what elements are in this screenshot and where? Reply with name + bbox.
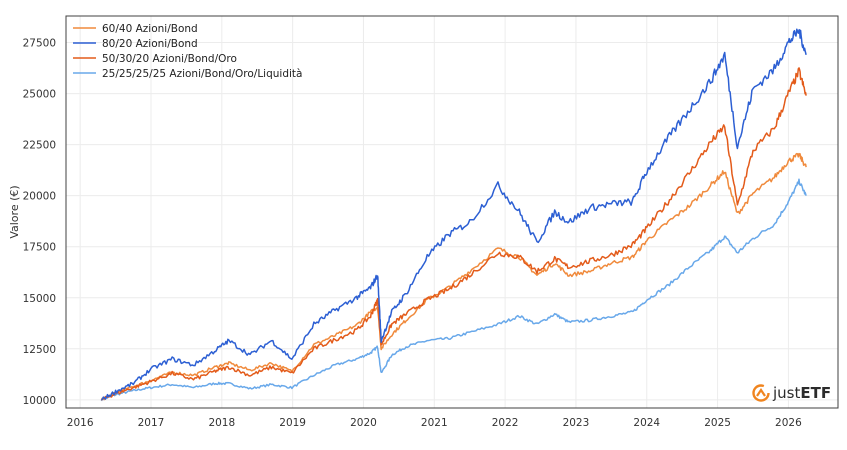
legend-label: 50/30/20 Azioni/Bond/Oro [102,53,237,65]
x-tick-label: 2022 [492,417,519,429]
x-tick-label: 2025 [704,417,731,429]
series-line-2 [100,67,807,401]
y-tick-label: 20000 [23,191,56,203]
y-tick-label: 27500 [23,38,56,50]
legend: 60/40 Azioni/Bond 80/20 Azioni/Bond 50/30/… [73,23,302,80]
y-tick-label: 25000 [23,89,56,101]
legend-label: 25/25/25/25 Azioni/Bond/Oro/Liquidità [102,68,302,80]
x-tick-label: 2023 [563,417,590,429]
grid [66,16,838,408]
x-tick-label: 2021 [421,417,448,429]
series-lines [100,28,807,402]
series-line-0 [100,152,807,401]
y-tick-label: 10000 [23,395,56,407]
x-tick-label: 2017 [138,417,165,429]
y-axis-ticks: 10000 12500 15000 17500 20000 22500 25000 27500 [23,38,56,407]
legend-label: 60/40 Azioni/Bond [102,23,198,35]
logo-text-etf: ETF [800,384,831,402]
x-tick-label: 2026 [775,417,802,429]
logo-text-just: just [772,384,800,402]
y-tick-label: 15000 [23,293,56,305]
y-tick-label: 12500 [23,344,56,356]
series-line-1 [101,28,807,401]
logo-ring-icon [752,384,770,402]
series-line-3 [100,178,807,402]
x-tick-label: 2019 [279,417,306,429]
legend-label: 80/20 Azioni/Bond [102,38,198,50]
justetf-logo: justETF [752,384,831,402]
x-tick-label: 2020 [350,417,377,429]
plot-frame [65,15,839,409]
logo-arrow-icon [756,388,766,397]
x-tick-label: 2018 [208,417,235,429]
svg-text:justETF: justETF [772,384,831,402]
y-tick-label: 17500 [23,242,56,254]
x-axis-ticks: 2016 2017 2018 2019 2020 2021 2022 2023 2024 2025… [67,417,802,429]
x-tick-label: 2024 [633,417,660,429]
y-tick-label: 22500 [23,140,56,152]
y-axis-label: Valore (€) [8,185,21,238]
x-tick-label: 2016 [67,417,94,429]
